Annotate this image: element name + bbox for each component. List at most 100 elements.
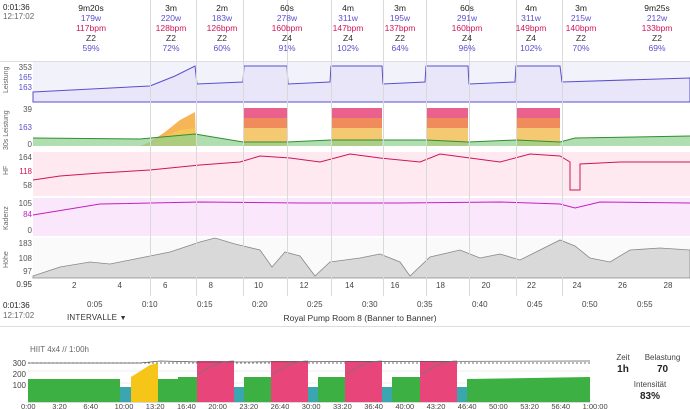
workout-time-tick: 0:00: [21, 402, 36, 409]
workout-time-tick: 30:00: [301, 402, 321, 409]
interval-1-block: [197, 361, 234, 402]
lap-summary[interactable]: 9m20s 179w 117bpm Z2 59%: [69, 3, 113, 53]
lap-duration: 60s: [280, 3, 294, 13]
power-tick-np: 163: [18, 83, 32, 92]
workout-time-tick: 56:40: [551, 402, 571, 409]
cadence-panel-bg: [33, 198, 690, 236]
altitude-series-fill: [32, 237, 690, 279]
altitude-tick-mid: 108: [18, 254, 32, 263]
lap-zone: Z4: [462, 33, 472, 43]
distance-tick: 4: [117, 281, 122, 290]
time-tick: 0:10: [142, 300, 158, 309]
workout-ytick-300: 300: [12, 359, 26, 368]
interval-2-block: [271, 361, 308, 402]
workout-time-tick: 13:20: [145, 402, 165, 409]
clock-time: 12:17:02: [3, 12, 35, 21]
workout-time-tick: 40:00: [395, 402, 415, 409]
workout-time-tick: 46:40: [457, 402, 477, 409]
lap-duration: 2m: [216, 3, 228, 13]
distance-tick: 10: [254, 281, 263, 290]
workout-time-tick: 53:20: [520, 402, 539, 409]
route-name: Royal Pump Room 8 (Banner to Banner): [283, 313, 437, 323]
time-tick: 0:15: [197, 300, 213, 309]
time-tick: 0:55: [637, 300, 653, 309]
hr-tick-avg: 118: [19, 167, 32, 176]
lap-duration: 4m: [342, 3, 354, 13]
lap-duration: 3m: [165, 3, 177, 13]
lap-divider: [516, 0, 517, 296]
distance-start: 0.95: [16, 280, 32, 289]
lap-pct: 72%: [162, 43, 180, 53]
time-tick: 0:05: [87, 300, 103, 309]
power30-tick-top: 39: [23, 105, 32, 114]
workout-time-tick: 36:40: [364, 402, 383, 409]
lap-duration: 9m25s: [644, 3, 670, 13]
lap-zone: Z4: [282, 33, 292, 43]
lap-summary[interactable]: 60s 291w 160bpm Z4 96%: [445, 3, 489, 53]
lap-bpm: 128bpm: [155, 23, 187, 33]
distance-tick: 8: [208, 281, 213, 290]
lap-watts: 291w: [456, 13, 478, 23]
lap-summary[interactable]: 4m 311w 149bpm Z4 102%: [509, 3, 553, 53]
lap-duration: 9m20s: [78, 3, 104, 13]
cadence-tick-top: 105: [18, 199, 32, 208]
lap-zone: Z2: [86, 33, 96, 43]
distance-tick: 26: [618, 281, 627, 290]
elapsed-time: 0:01:36: [3, 3, 30, 12]
workout-time-tick: 16:40: [177, 402, 196, 409]
lap-summary[interactable]: 9m25s 212w 133bpm Z2 69%: [635, 3, 679, 53]
hr-series-line: [32, 153, 690, 191]
lap-summary[interactable]: 3m 215w 140bpm Z2 70%: [559, 3, 603, 53]
load-label: Belastung: [644, 353, 681, 362]
lap-zone: Z2: [652, 33, 662, 43]
distance-tick: 28: [663, 281, 673, 290]
power-series-line: [32, 65, 690, 103]
lap-summary[interactable]: 3m 220w 128bpm Z2 72%: [149, 3, 193, 53]
lap-summary[interactable]: 3m 195w 137bpm Z2 64%: [378, 3, 422, 53]
power30-zones: [32, 108, 690, 146]
workout-time-tick: 26:40: [270, 402, 290, 409]
lap-bpm: 126bpm: [206, 23, 238, 33]
altitude-tick-top: 183: [18, 239, 32, 248]
lap-divider: [150, 0, 151, 296]
lap-pct: 96%: [458, 43, 476, 53]
lap-zone: Z4: [343, 33, 353, 43]
bottom-elapsed-time: 0:01:36: [3, 301, 30, 310]
distance-tick: 14: [345, 281, 354, 290]
lap-watts: 278w: [276, 13, 298, 23]
lap-divider: [426, 0, 427, 296]
lap-summary[interactable]: 2m 183w 126bpm Z2 60%: [200, 3, 244, 53]
intensity-value: 83%: [639, 391, 660, 402]
workout-title: HIIT 4x4 // 1:00h: [30, 345, 89, 354]
workout-time-tick: 20:00: [208, 402, 227, 409]
lap-bpm: 160bpm: [451, 23, 483, 33]
time-tick: 0:20: [252, 300, 268, 309]
lap-pct: 102%: [337, 43, 359, 53]
power-tick-avg: 165: [18, 73, 32, 82]
intervals-dropdown[interactable]: INTERVALLE ▼: [67, 313, 127, 322]
lap-summary[interactable]: 60s 278w 160bpm Z4 91%: [265, 3, 309, 53]
bottom-clock-time: 12:17:02: [3, 311, 35, 320]
workout-profile-chart: [28, 360, 591, 403]
warmup-block: [28, 379, 120, 402]
lap-zone: Z2: [576, 33, 586, 43]
lap-zone: Z2: [166, 33, 176, 43]
lap-watts: 183w: [211, 13, 233, 23]
lap-divider: [562, 0, 563, 296]
lap-zone: Z2: [217, 33, 227, 43]
lap-duration: 3m: [394, 3, 406, 13]
lap-pct: 69%: [648, 43, 666, 53]
lap-pct: 64%: [391, 43, 409, 53]
lap-divider: [469, 0, 470, 296]
lap-pct: 59%: [82, 43, 100, 53]
hr-tick-bottom: 58: [23, 181, 32, 190]
workout-time-tick: 23:20: [239, 402, 259, 409]
distance-tick: 6: [163, 281, 168, 290]
lap-divider: [243, 0, 244, 296]
lap-summary[interactable]: 4m 311w 147bpm Z4 102%: [326, 3, 370, 53]
lap-bpm: 133bpm: [641, 23, 673, 33]
workout-time-tick: 6:40: [83, 402, 98, 409]
time-tick: 0:50: [582, 300, 598, 309]
ride-charts: [32, 62, 690, 279]
